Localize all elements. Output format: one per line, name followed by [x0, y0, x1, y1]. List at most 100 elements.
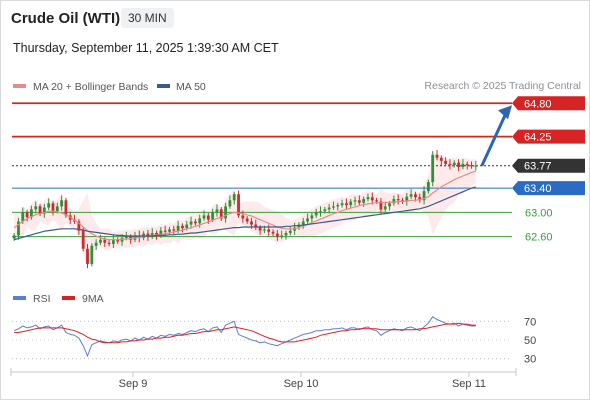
- candle-body: [439, 157, 443, 161]
- level-label-62.60: 62.60: [525, 232, 553, 244]
- candle-body: [267, 229, 271, 232]
- forecast-arrow-head: [498, 105, 512, 120]
- candle-body: [168, 229, 171, 232]
- candle-body: [444, 160, 448, 164]
- candle-body: [94, 242, 98, 246]
- candle-body: [30, 209, 33, 218]
- candle-body: [401, 200, 404, 202]
- candle-body: [340, 203, 344, 206]
- level-label-63.40: 63.40: [524, 183, 552, 195]
- candle-body: [12, 235, 16, 239]
- candle-body: [211, 212, 215, 220]
- candle-body: [25, 212, 29, 218]
- candle-body: [426, 182, 430, 192]
- candle-body: [215, 209, 219, 213]
- candle-body: [396, 199, 400, 201]
- candle-body: [353, 200, 357, 202]
- candle-body: [319, 211, 322, 213]
- legend-swatch-9ma: [62, 296, 75, 300]
- candle-body: [42, 207, 46, 214]
- level-tag-64.25: [512, 129, 585, 144]
- candle-body: [366, 197, 370, 200]
- candle-body: [379, 201, 383, 210]
- candle-body: [457, 162, 460, 167]
- candle-body: [405, 196, 409, 202]
- candle-body: [370, 197, 374, 201]
- candle-body: [271, 231, 275, 234]
- candle-body: [219, 209, 223, 219]
- candle-body: [435, 154, 439, 158]
- candle-body: [81, 230, 85, 249]
- candle-body: [254, 224, 258, 228]
- candle-body: [64, 200, 68, 216]
- rsi-ma-line: [14, 322, 476, 344]
- candle-body: [163, 230, 167, 232]
- candle-body: [288, 230, 292, 234]
- legend-swatch-rsi: [13, 296, 26, 300]
- candle-body: [202, 215, 206, 219]
- x-tick-label: Sep 9: [119, 378, 148, 390]
- candle-body: [375, 200, 379, 202]
- candle-body: [17, 221, 20, 236]
- candle-body: [137, 235, 141, 238]
- candle-body: [327, 207, 331, 210]
- candle-body: [344, 203, 348, 206]
- candle-body: [323, 209, 327, 212]
- rsi-tick-70: 70: [524, 316, 536, 328]
- candle-body: [448, 163, 452, 166]
- candle-body: [301, 221, 305, 225]
- candle-body: [228, 200, 232, 207]
- legend-swatch-ma50: [157, 84, 170, 88]
- candle-body: [103, 239, 107, 243]
- ma20-line: [13, 170, 476, 241]
- candle-body: [383, 206, 387, 210]
- candle-body: [470, 165, 473, 167]
- candle-body: [332, 206, 335, 208]
- candle-body: [431, 154, 435, 183]
- candle-body: [146, 233, 150, 237]
- copyright-text: Research © 2025 Trading Central: [424, 80, 581, 92]
- candle-body: [51, 203, 55, 212]
- candle-body: [99, 239, 102, 243]
- candle-body: [409, 194, 413, 197]
- level-tag-63.77: [512, 158, 585, 173]
- x-tick-label: Sep 11: [452, 378, 486, 390]
- x-tick-label: Sep 10: [284, 378, 319, 390]
- chart-datetime: Thursday, September 11, 2025 1:39:30 AM …: [13, 41, 279, 55]
- candle-body: [258, 227, 262, 231]
- candle-body: [224, 206, 227, 219]
- candle-body: [189, 221, 193, 225]
- candle-body: [263, 229, 266, 231]
- candle-body: [172, 229, 176, 231]
- candle-body: [237, 194, 240, 216]
- candle-body: [86, 248, 89, 264]
- candle-body: [176, 225, 180, 231]
- candle-body: [422, 191, 426, 201]
- candle-body: [193, 221, 197, 224]
- candle-body: [55, 206, 59, 212]
- candle-body: [414, 194, 417, 198]
- ma50-line: [14, 186, 476, 241]
- candle-body: [232, 194, 236, 201]
- candle-body: [336, 205, 340, 207]
- level-tag-64.80: [512, 96, 585, 111]
- candle-body: [34, 206, 38, 210]
- candle-body: [47, 203, 51, 208]
- legend-label-9ma: 9MA: [82, 293, 104, 305]
- candle-body: [474, 165, 478, 167]
- legend-label-ma20: MA 20 + Bollinger Bands: [33, 81, 148, 93]
- candle-body: [349, 201, 353, 206]
- candle-body: [185, 224, 189, 229]
- candle-body: [206, 215, 210, 220]
- candle-body: [310, 215, 314, 219]
- candle-body: [280, 235, 284, 237]
- candle-body: [111, 239, 115, 244]
- level-label-63.00: 63.00: [525, 207, 553, 219]
- candle-body: [388, 203, 391, 207]
- candle-body: [116, 239, 120, 242]
- candle-body: [107, 242, 111, 244]
- candle-body: [90, 245, 94, 264]
- candle-body: [314, 212, 318, 216]
- timeframe-badge[interactable]: 30 MIN: [121, 8, 174, 28]
